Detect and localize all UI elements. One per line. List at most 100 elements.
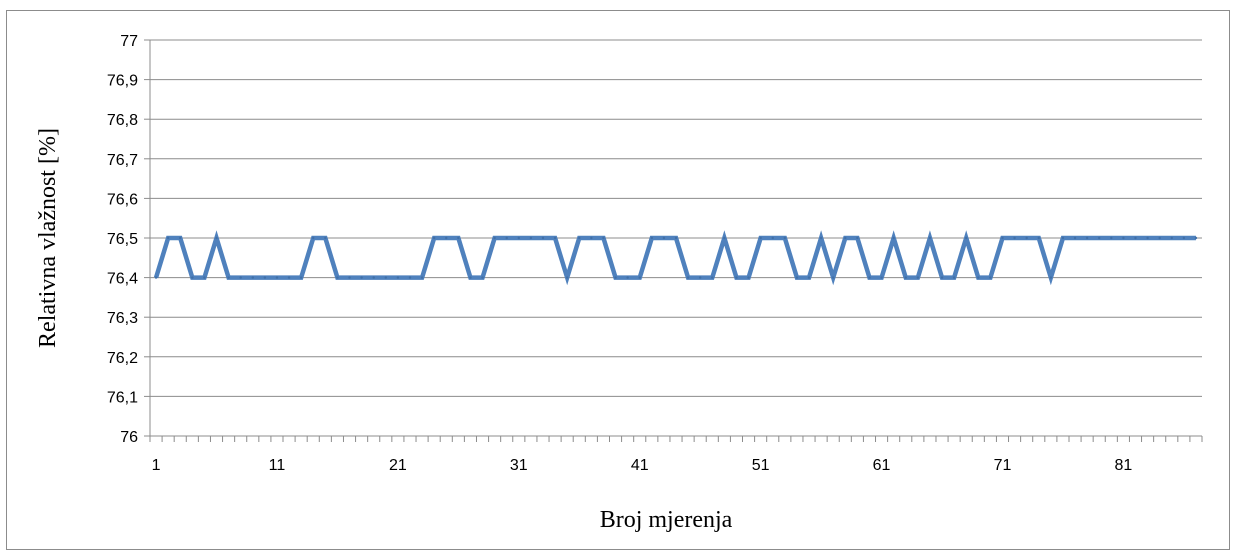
- data-point: [251, 276, 254, 279]
- data-point: [868, 276, 871, 279]
- data-point: [239, 276, 242, 279]
- data-point: [674, 236, 678, 240]
- x-tick-label: 31: [510, 457, 528, 474]
- data-point: [747, 276, 750, 279]
- x-tick-label: 71: [994, 457, 1012, 474]
- x-tick-label: 21: [389, 457, 407, 474]
- data-point: [614, 276, 617, 279]
- data-point: [1170, 236, 1173, 240]
- y-tick-label: 76,3: [107, 310, 138, 327]
- data-point: [396, 276, 400, 279]
- data-point: [1061, 236, 1065, 240]
- data-point: [989, 276, 992, 279]
- x-tick-label: 51: [752, 457, 770, 474]
- data-point: [541, 236, 545, 240]
- y-tick-label: 76,2: [107, 350, 138, 367]
- data-point: [904, 276, 907, 279]
- data-point: [698, 276, 702, 279]
- data-point: [324, 236, 327, 240]
- data-point: [1158, 236, 1161, 240]
- x-tick-label: 1: [152, 457, 161, 474]
- data-point: [928, 236, 932, 240]
- data-point: [1134, 236, 1137, 240]
- data-point: [916, 276, 920, 279]
- chart-area: 76 76,1 76,2 76,3 76,4 76,5 76,6 76,7 76,8 76,9 77…: [6, 10, 1230, 550]
- data-point: [1037, 236, 1040, 240]
- data-point: [735, 276, 738, 279]
- data-point: [819, 236, 823, 240]
- data-point: [1001, 236, 1004, 240]
- data-point: [723, 236, 726, 240]
- y-tick-label: 76,9: [107, 73, 138, 90]
- data-point: [1194, 236, 1198, 240]
- data-point: [940, 276, 944, 279]
- data-point: [312, 236, 315, 240]
- data-point: [783, 236, 787, 240]
- data-point: [469, 276, 472, 279]
- y-tick-label: 76,8: [107, 112, 138, 129]
- data-point: [650, 236, 654, 240]
- data-point: [1122, 236, 1125, 240]
- data-point: [287, 276, 291, 279]
- y-axis-title: Relativna vlažnost [%]: [35, 128, 61, 348]
- series-line: [153, 230, 1196, 286]
- data-point: [1025, 236, 1028, 240]
- data-point: [977, 276, 980, 279]
- x-tick-label: 61: [873, 457, 891, 474]
- data-point: [166, 236, 170, 240]
- data-point: [952, 276, 956, 279]
- data-point: [1013, 236, 1016, 240]
- data-point: [203, 276, 206, 279]
- data-point: [686, 276, 690, 279]
- data-point: [457, 236, 460, 240]
- data-point: [602, 236, 605, 240]
- data-point: [263, 276, 267, 279]
- data-point: [626, 276, 629, 279]
- data-point: [965, 236, 968, 240]
- data-point: [445, 236, 448, 240]
- x-tick-label: 11: [269, 457, 286, 474]
- data-point: [432, 236, 436, 240]
- data-point: [638, 276, 641, 279]
- y-tick-label: 76,7: [107, 152, 138, 169]
- data-point: [711, 276, 714, 279]
- y-tick-label: 76,4: [107, 271, 138, 288]
- data-point: [336, 276, 339, 279]
- data-point: [529, 236, 533, 240]
- y-tick-label: 76: [120, 429, 138, 446]
- data-point: [360, 276, 363, 279]
- data-point: [505, 236, 508, 240]
- data-point: [831, 276, 835, 279]
- data-point: [892, 236, 895, 240]
- data-point: [565, 276, 569, 279]
- x-tick-label: 81: [1115, 457, 1133, 474]
- data-point: [590, 236, 593, 240]
- data-point: [578, 236, 581, 240]
- data-point: [759, 236, 762, 240]
- data-point: [553, 236, 557, 240]
- data-point: [408, 276, 412, 279]
- y-tick-label: 76,6: [107, 191, 138, 208]
- data-point: [215, 236, 218, 240]
- data-point: [191, 276, 194, 279]
- y-tick-label: 76,1: [107, 389, 138, 406]
- y-tick-label: 76,5: [107, 231, 138, 248]
- data-point: [299, 276, 303, 279]
- data-point: [1073, 236, 1077, 240]
- chart-svg: 76 76,1 76,2 76,3 76,4 76,5 76,6 76,7 76,8 76,9 77…: [35, 33, 1203, 533]
- data-point: [1182, 236, 1186, 240]
- data-point: [1146, 236, 1149, 240]
- data-point: [493, 236, 496, 240]
- data-point: [1098, 236, 1101, 240]
- data-point: [807, 276, 811, 279]
- y-tick-label: 77: [120, 33, 138, 50]
- data-point: [227, 276, 230, 279]
- data-point: [844, 236, 847, 240]
- x-axis-title: Broj mjerenja: [600, 507, 733, 533]
- data-point: [771, 236, 774, 240]
- data-point: [1049, 276, 1053, 279]
- data-point: [384, 276, 387, 279]
- data-point: [517, 236, 521, 240]
- data-point: [420, 276, 424, 279]
- data-point: [179, 236, 182, 240]
